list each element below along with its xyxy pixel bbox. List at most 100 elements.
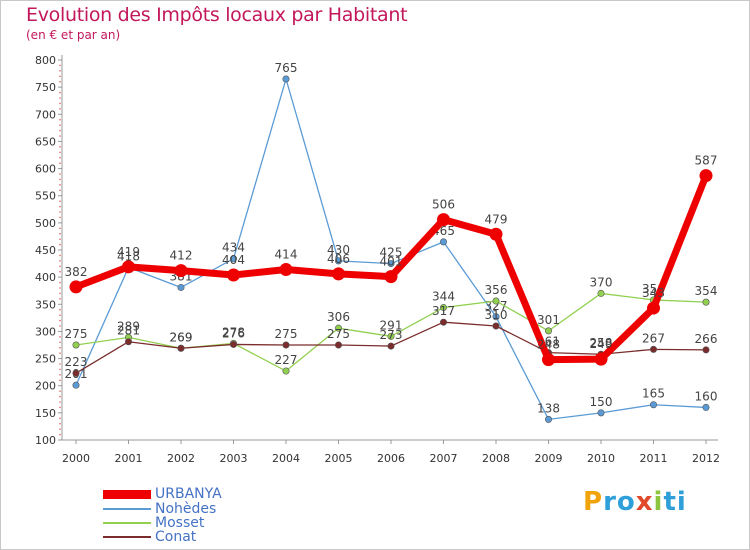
legend-swatch-nohedes [103,508,151,510]
y-minor-tick [59,254,61,257]
y-minor-tick [59,200,61,202]
y-tick-label: 500 [35,217,56,230]
y-tick-label: 550 [35,190,56,203]
data-point-nohèdes [439,238,447,246]
y-minor-tick [59,422,61,425]
x-tick-label: 2007 [430,452,458,465]
data-label-mosset: 289 [117,319,140,333]
y-minor-tick [59,216,61,219]
data-label-conat: 275 [327,327,350,341]
y-minor-tick [59,162,61,164]
y-minor-tick [59,314,61,316]
data-label-mosset: 354 [695,284,718,298]
y-minor-tick [59,91,61,94]
y-minor-tick [59,417,61,420]
data-label-urbanya: 506 [432,198,455,212]
y-minor-tick [59,336,61,338]
data-label-mosset: 269 [170,330,193,344]
x-tick-label: 2004 [272,452,300,465]
x-tick-label: 2005 [325,452,353,465]
y-minor-tick [59,129,61,132]
data-point-nohèdes [492,313,500,321]
x-tick-label: 2000 [62,452,90,465]
x-tick-label: 2012 [692,452,720,465]
data-point-urbanya [279,263,293,277]
y-minor-tick [59,156,61,159]
data-label-nohèdes: 765 [275,61,298,75]
logo-letter: i [676,487,687,517]
y-minor-tick [59,406,61,409]
data-point-urbanya [647,301,660,315]
y-minor-tick [59,363,61,365]
data-label-conat: 310 [485,308,508,322]
y-minor-tick [59,135,61,137]
y-minor-tick [59,232,61,235]
data-point-nohèdes [544,415,552,423]
data-label-urbanya: 404 [222,253,245,267]
y-tick-label: 200 [35,380,56,393]
y-minor-tick [59,325,61,327]
x-tick-label: 2009 [535,452,563,465]
data-point-nohèdes [702,403,710,411]
data-point-urbanya [332,267,345,281]
data-label-urbanya: 587 [695,154,718,168]
x-tick-label: 2011 [640,452,668,465]
data-label-urbanya: 479 [485,212,508,226]
y-minor-tick [59,227,61,230]
data-label-mosset: 291 [380,318,403,332]
data-label-nohèdes: 150 [590,395,613,409]
data-point-conat [439,318,447,326]
y-minor-tick [59,319,61,322]
data-point-conat [72,369,80,377]
logo-letter: t [663,487,677,517]
data-label-conat: 223 [65,355,88,369]
data-label-nohèdes: 160 [695,389,718,403]
y-tick-label: 450 [35,244,56,257]
legend-item-nohedes: Nohèdes [103,502,216,516]
data-label-conat: 317 [432,304,455,318]
data-point-urbanya [227,268,240,282]
data-label-conat: 275 [275,327,298,341]
y-minor-tick [59,173,61,175]
data-label-urbanya: 382 [65,265,88,279]
y-tick-label: 300 [35,325,56,338]
proxiti-logo: Proxiti [583,487,687,517]
x-tick-label: 2008 [482,452,510,465]
data-label-conat: 276 [222,326,245,340]
chart-title: Evolution des Impôts locaux par Habitant [26,4,408,26]
y-tick-label: 400 [35,271,56,284]
y-minor-tick [59,97,61,99]
legend-label-nohedes: Nohèdes [155,501,217,517]
data-label-urbanya: 419 [117,245,140,259]
data-point-nohèdes [72,381,80,389]
legend-swatch-urbanya [103,489,151,499]
y-minor-tick [59,308,61,311]
data-label-conat: 267 [642,331,665,345]
data-point-nohèdes [230,255,238,263]
logo-letter: P [583,487,604,517]
y-minor-tick [59,270,61,273]
x-tick-label: 2001 [115,452,143,465]
data-point-nohèdes [177,283,185,291]
data-point-nohèdes [282,75,290,83]
y-minor-tick [59,260,61,262]
data-label-conat: 273 [380,328,403,342]
data-point-conat [230,340,238,348]
data-point-nohèdes [649,401,657,409]
data-label-conat: 266 [695,332,718,346]
legend-item-urbanya: URBANYA [103,487,222,501]
data-label-urbanya: 343 [642,286,665,300]
data-label-conat: 281 [117,324,140,338]
y-minor-tick [59,124,61,126]
y-minor-tick [59,118,61,121]
y-minor-tick [59,102,61,105]
data-point-conat [125,338,133,346]
y-minor-tick [59,178,61,181]
x-tick-label: 2002 [167,452,195,465]
data-point-urbanya [122,260,135,274]
data-point-mosset [282,367,290,375]
y-minor-tick [59,108,61,110]
y-minor-tick [59,70,61,72]
legend-swatch-mosset [103,522,151,524]
